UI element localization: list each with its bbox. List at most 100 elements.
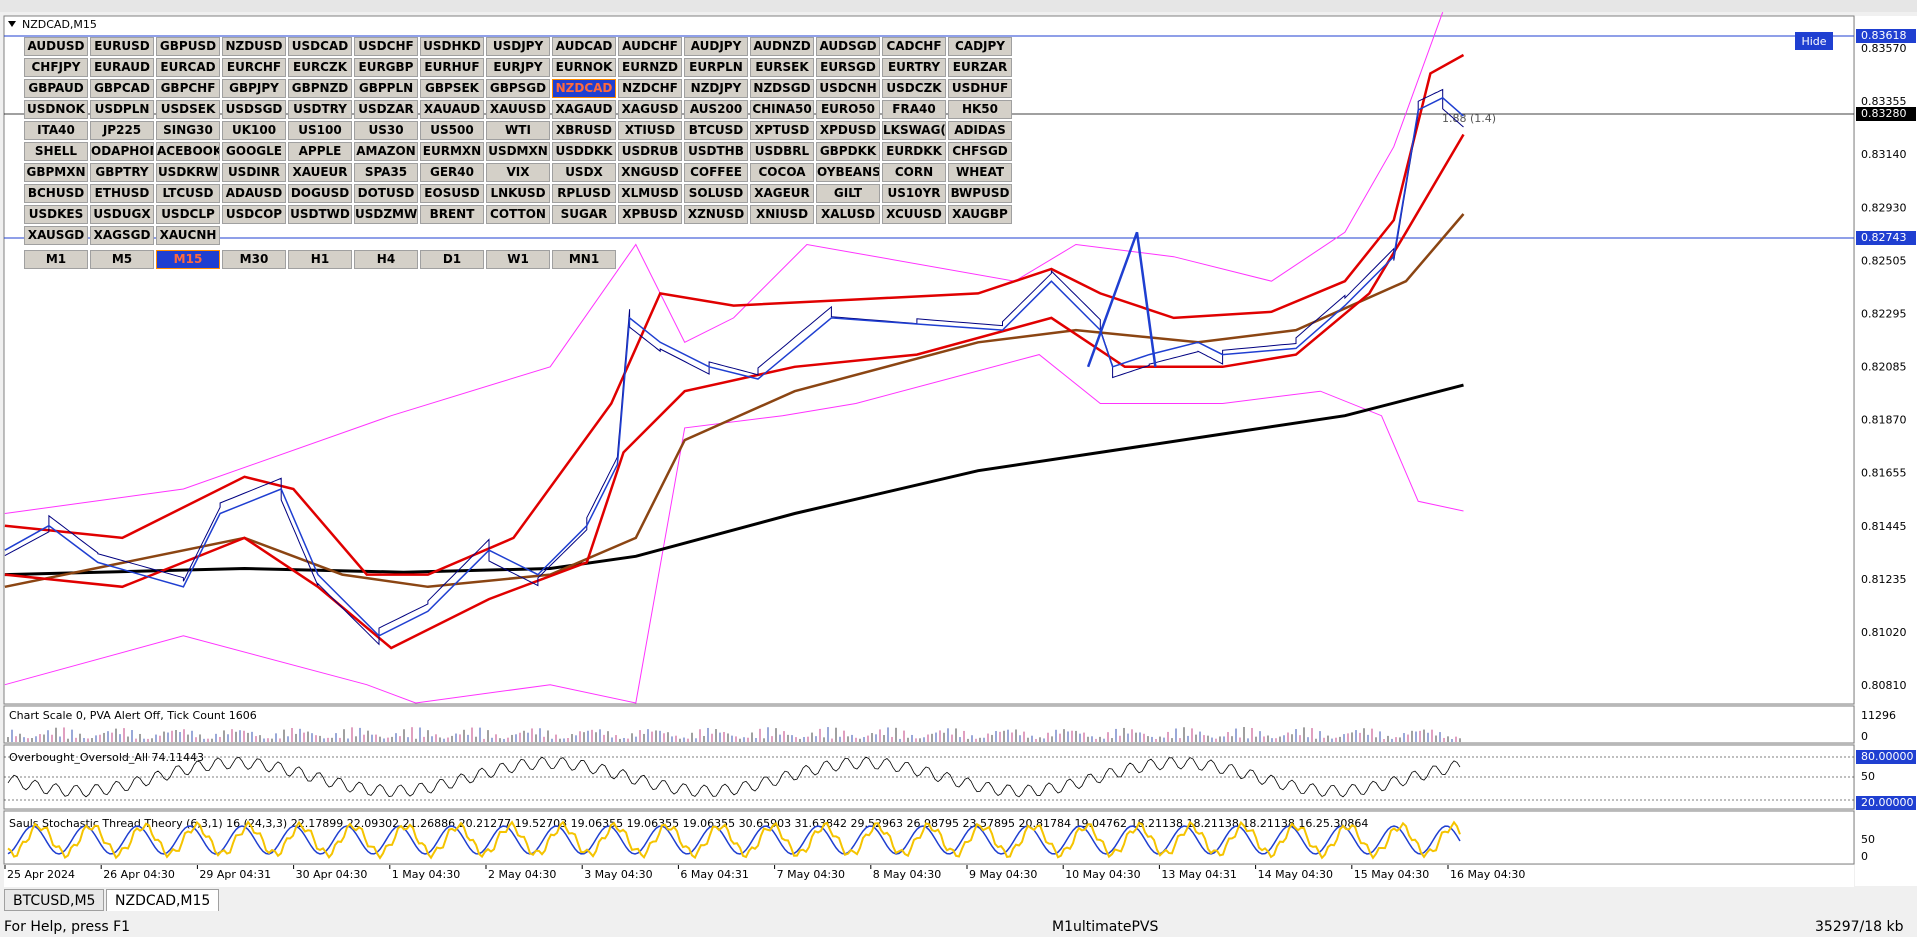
- symbol-button[interactable]: AUDCAD: [552, 37, 616, 56]
- symbol-button[interactable]: ETHUSD: [90, 184, 154, 203]
- symbol-button[interactable]: HK50: [948, 100, 1012, 119]
- symbol-button[interactable]: USDBRL: [750, 142, 814, 161]
- symbol-button[interactable]: USDCLP: [156, 205, 220, 224]
- symbol-button[interactable]: XAUSGD: [24, 226, 88, 245]
- hide-button[interactable]: [1795, 32, 1833, 50]
- symbol-button[interactable]: AUDUSD: [24, 37, 88, 56]
- symbol-button[interactable]: XPBUSD: [618, 205, 682, 224]
- symbol-button[interactable]: USDMXN: [486, 142, 550, 161]
- symbol-button[interactable]: GBPDKK: [816, 142, 880, 161]
- symbol-button[interactable]: GILT: [816, 184, 880, 203]
- symbol-button[interactable]: US100: [288, 121, 352, 140]
- symbol-button[interactable]: ADAUSD: [222, 184, 286, 203]
- symbol-button[interactable]: EURHUF: [420, 58, 484, 77]
- symbol-button[interactable]: BTCUSD: [684, 121, 748, 140]
- symbol-button[interactable]: GOOGLE: [222, 142, 286, 161]
- symbol-button[interactable]: DOGUSD: [288, 184, 352, 203]
- symbol-button[interactable]: GBPSEK: [420, 79, 484, 98]
- symbol-button[interactable]: NZDCHF: [618, 79, 682, 98]
- hide-label[interactable]: Hide: [1801, 35, 1826, 48]
- symbol-button[interactable]: CADJPY: [948, 37, 1012, 56]
- symbol-button[interactable]: USDCOP: [222, 205, 286, 224]
- symbol-button[interactable]: USDDKK: [552, 142, 616, 161]
- symbol-button[interactable]: CADCHF: [882, 37, 946, 56]
- symbol-button[interactable]: AUDSGD: [816, 37, 880, 56]
- symbol-button[interactable]: US30: [354, 121, 418, 140]
- symbol-button[interactable]: UK100: [222, 121, 286, 140]
- symbol-button[interactable]: AUS200: [684, 100, 748, 119]
- symbol-button[interactable]: VIX: [486, 163, 550, 182]
- symbol-button[interactable]: USDX: [552, 163, 616, 182]
- symbol-button[interactable]: XAUAUD: [420, 100, 484, 119]
- symbol-button[interactable]: APPLE: [288, 142, 352, 161]
- symbol-button[interactable]: WTI: [486, 121, 550, 140]
- symbol-button[interactable]: COTTON: [486, 205, 550, 224]
- symbol-button[interactable]: OYBEANS: [816, 163, 880, 182]
- symbol-button[interactable]: COCOA: [750, 163, 814, 182]
- symbol-button[interactable]: DOTUSD: [354, 184, 418, 203]
- symbol-button[interactable]: AUDJPY: [684, 37, 748, 56]
- symbol-button[interactable]: CHINA50: [750, 100, 814, 119]
- timeframe-button[interactable]: M15: [156, 250, 220, 269]
- symbol-button[interactable]: SPA35: [354, 163, 418, 182]
- symbol-button[interactable]: GBPCHF: [156, 79, 220, 98]
- symbol-button[interactable]: EURNZD: [618, 58, 682, 77]
- symbol-button[interactable]: USDTHB: [684, 142, 748, 161]
- symbol-button[interactable]: EURUSD: [90, 37, 154, 56]
- symbol-button[interactable]: USDZMW: [354, 205, 418, 224]
- symbol-button[interactable]: LKSWAG(: [882, 121, 946, 140]
- symbol-button[interactable]: GBPPLN: [354, 79, 418, 98]
- symbol-button[interactable]: USDCZK: [882, 79, 946, 98]
- symbol-button[interactable]: WHEAT: [948, 163, 1012, 182]
- symbol-button[interactable]: ITA40: [24, 121, 88, 140]
- symbol-button[interactable]: COFFEE: [684, 163, 748, 182]
- timeframe-button[interactable]: M5: [90, 250, 154, 269]
- symbol-button[interactable]: BWPUSD: [948, 184, 1012, 203]
- symbol-button[interactable]: ACEBOOK: [156, 142, 220, 161]
- symbol-button[interactable]: USDCNH: [816, 79, 880, 98]
- symbol-button[interactable]: USDKRW: [156, 163, 220, 182]
- symbol-button[interactable]: SING30: [156, 121, 220, 140]
- symbol-button[interactable]: USDZAR: [354, 100, 418, 119]
- symbol-button[interactable]: XALUSD: [816, 205, 880, 224]
- symbol-button[interactable]: GBPNZD: [288, 79, 352, 98]
- symbol-button[interactable]: EURZAR: [948, 58, 1012, 77]
- symbol-button[interactable]: XPDUSD: [816, 121, 880, 140]
- symbol-button[interactable]: LTCUSD: [156, 184, 220, 203]
- timeframe-button[interactable]: W1: [486, 250, 550, 269]
- symbol-button[interactable]: XBRUSD: [552, 121, 616, 140]
- symbol-button[interactable]: JP225: [90, 121, 154, 140]
- symbol-button[interactable]: XAGEUR: [750, 184, 814, 203]
- symbol-button[interactable]: NZDSGD: [750, 79, 814, 98]
- symbol-button[interactable]: XAUEUR: [288, 163, 352, 182]
- symbol-button[interactable]: EURAUD: [90, 58, 154, 77]
- symbol-button[interactable]: USDHKD: [420, 37, 484, 56]
- timeframe-button[interactable]: M1: [24, 250, 88, 269]
- symbol-button[interactable]: XAUGBP: [948, 205, 1012, 224]
- symbol-button[interactable]: USDPLN: [90, 100, 154, 119]
- symbol-button[interactable]: EOSUSD: [420, 184, 484, 203]
- symbol-button[interactable]: NZDCAD: [552, 79, 616, 98]
- symbol-button[interactable]: XAUUSD: [486, 100, 550, 119]
- symbol-button[interactable]: AUDNZD: [750, 37, 814, 56]
- symbol-button[interactable]: SHELL: [24, 142, 88, 161]
- symbol-button[interactable]: LNKUSD: [486, 184, 550, 203]
- symbol-button[interactable]: USDSEK: [156, 100, 220, 119]
- symbol-button[interactable]: CHFSGD: [948, 142, 1012, 161]
- symbol-button[interactable]: EURMXN: [420, 142, 484, 161]
- symbol-button[interactable]: EURGBP: [354, 58, 418, 77]
- symbol-button[interactable]: NZDUSD: [222, 37, 286, 56]
- symbol-button[interactable]: SUGAR: [552, 205, 616, 224]
- symbol-button[interactable]: GBPMXN: [24, 163, 88, 182]
- symbol-button[interactable]: USDCHF: [354, 37, 418, 56]
- symbol-button[interactable]: ODAPHON: [90, 142, 154, 161]
- symbol-button[interactable]: USDCAD: [288, 37, 352, 56]
- symbol-button[interactable]: EURJPY: [486, 58, 550, 77]
- symbol-button[interactable]: EURCZK: [288, 58, 352, 77]
- symbol-button[interactable]: XAGAUD: [552, 100, 616, 119]
- symbol-button[interactable]: EURSEK: [750, 58, 814, 77]
- symbol-button[interactable]: AUDCHF: [618, 37, 682, 56]
- symbol-button[interactable]: US10YR: [882, 184, 946, 203]
- symbol-button[interactable]: GBPJPY: [222, 79, 286, 98]
- timeframe-button[interactable]: H1: [288, 250, 352, 269]
